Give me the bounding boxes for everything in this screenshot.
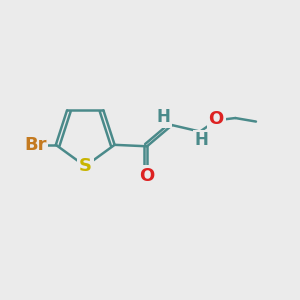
Text: Br: Br [24,136,46,154]
Text: O: O [208,110,224,128]
Text: S: S [79,157,92,175]
Text: H: H [194,131,208,149]
Text: O: O [140,167,154,185]
Text: H: H [157,108,171,126]
